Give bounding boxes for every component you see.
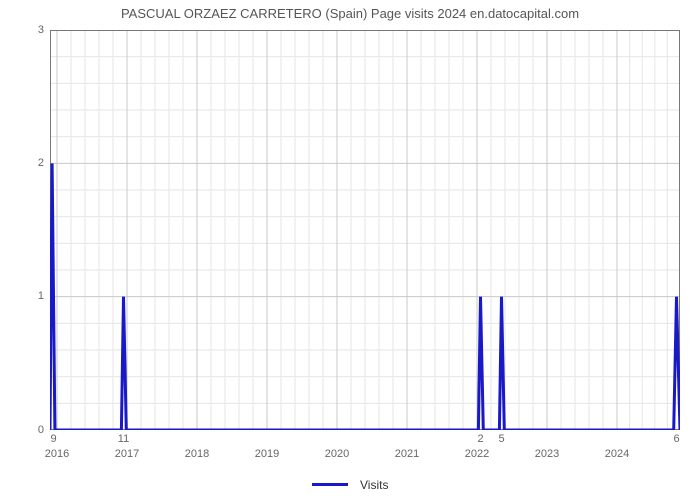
x-tick-label: 2024 [605,448,629,460]
value-label: 5 [498,433,504,445]
x-tick-label: 2018 [185,448,209,460]
x-tick-label: 2020 [325,448,349,460]
value-label: 2 [477,433,483,445]
y-tick-label: 0 [38,424,44,436]
y-tick-label: 3 [38,24,44,36]
legend-label: Visits [360,478,388,492]
x-tick-label: 2023 [535,448,559,460]
chart-container: PASCUAL ORZAEZ CARRETERO (Spain) Page vi… [0,0,700,500]
x-tick-label: 2022 [465,448,489,460]
x-tick-label: 2017 [115,448,139,460]
legend: Visits [0,476,700,494]
plot-area [50,30,680,430]
x-tick-label: 2021 [395,448,419,460]
plot-svg [50,30,680,430]
y-tick-label: 2 [38,157,44,169]
chart-title: PASCUAL ORZAEZ CARRETERO (Spain) Page vi… [0,6,700,21]
x-tick-label: 2019 [255,448,279,460]
value-label: 9 [50,433,56,445]
y-tick-label: 1 [38,290,44,302]
x-tick-label: 2016 [45,448,69,460]
value-label: 6 [673,433,679,445]
value-label: 11 [118,433,129,445]
legend-swatch [312,483,348,486]
